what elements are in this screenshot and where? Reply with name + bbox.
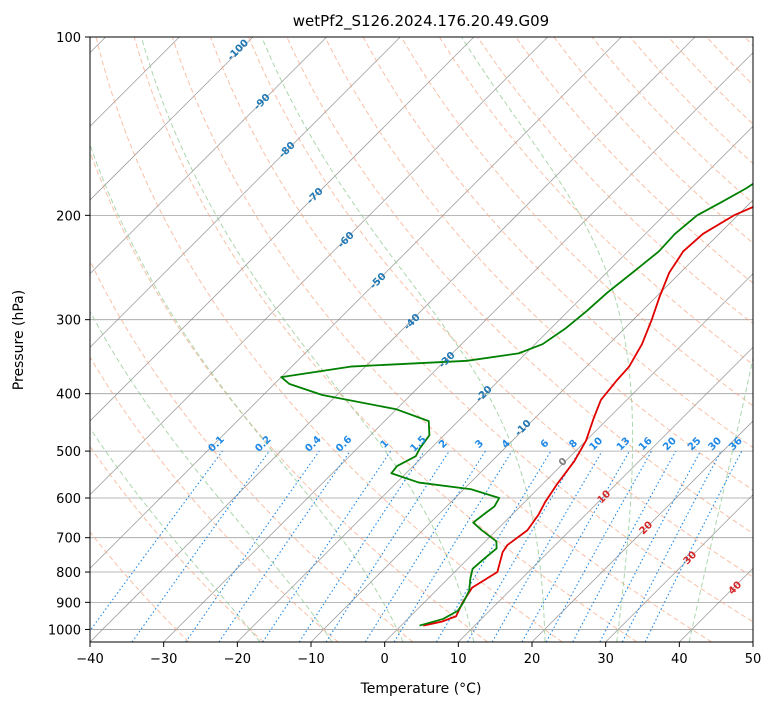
plot-area: 0.1 0.2 0.4 0.6 1 1.5 2 3 4 6 8 10 13 16 20 25 30 36-100-… (90, 37, 753, 642)
plot-frame (89, 36, 754, 643)
dry-adiabat-line (324, 37, 753, 491)
mixing-ratio-line (521, 450, 630, 642)
x-tick-label: −20 (224, 652, 251, 667)
x-tick-label: −30 (150, 652, 177, 667)
dry-adiabat-line (439, 37, 753, 366)
dewpoint-profile-line (280, 182, 753, 627)
mixing-ratio-line (325, 450, 450, 642)
isotherm-line (90, 37, 401, 348)
x-tick-label: 40 (671, 652, 688, 667)
isotherm-line (90, 37, 254, 201)
x-axis-ticks: −40 −30 −20 −10 0 10 20 30 40 50 (76, 642, 761, 667)
isotherm-line (90, 37, 475, 422)
isotherm-line (90, 37, 548, 496)
dry-adiabat-line (515, 37, 753, 284)
y-tick-label: 1000 (48, 623, 81, 638)
dry-adiabat-line (95, 37, 563, 642)
x-tick-label: 0 (381, 652, 389, 667)
mixing-ratio-line (262, 450, 392, 642)
moist-adiabat-line (90, 143, 404, 642)
x-tick-label: 20 (524, 652, 541, 667)
dry-adiabat-line (90, 531, 190, 642)
x-tick-label: 30 (597, 652, 614, 667)
mixing-ratio-line (545, 450, 653, 642)
x-tick-label: 50 (745, 652, 762, 667)
x-tick-label: 10 (450, 652, 467, 667)
x-axis-title: Temperature (°C) (360, 681, 482, 697)
dry-adiabat-line (400, 37, 753, 407)
dry-adiabat-line (90, 259, 414, 642)
pressure-gridlines (90, 37, 753, 630)
dry-adiabat-line (171, 37, 712, 642)
y-tick-label: 700 (56, 532, 81, 547)
y-tick-label: 900 (56, 596, 81, 611)
moist-adiabat-line (140, 37, 475, 642)
mixing-ratio-line (572, 450, 677, 642)
profile-series (280, 182, 753, 627)
chart-title: wetPf2_S126.2024.176.20.49.G09 (293, 12, 549, 31)
y-axis-title: Pressure (hPa) (11, 290, 27, 390)
isotherm-line (90, 37, 622, 569)
dry-adiabat-line (90, 445, 264, 642)
moist-adiabat-line (90, 310, 333, 642)
isotherm-line (458, 346, 753, 642)
dry-adiabat-line (90, 356, 339, 642)
y-tick-label: 300 (56, 314, 81, 329)
dry-adiabat-line (133, 37, 638, 642)
x-tick-label: −10 (297, 652, 324, 667)
mixing-ratio-line (90, 450, 223, 632)
dry-adiabat-lines (90, 37, 753, 642)
isotherm-lines (90, 37, 753, 642)
dry-adiabat-line (248, 37, 753, 578)
y-tick-label: 600 (56, 492, 81, 507)
y-tick-label: 800 (56, 566, 81, 581)
y-axis-ticks: 100 200 300 400 500 600 700 800 900 1000 (48, 31, 90, 638)
mixing-ratio-line (644, 450, 743, 642)
isotherm-line (163, 52, 753, 642)
mixing-ratio-line (131, 450, 270, 642)
x-tick-label: −40 (76, 652, 103, 667)
mixing-ratio-line (218, 450, 351, 642)
isotherm-line (237, 125, 753, 642)
y-tick-label: 400 (56, 388, 81, 403)
y-tick-label: 200 (56, 209, 81, 224)
moist-adiabat-line (688, 355, 753, 642)
dry-adiabat-line (90, 150, 488, 642)
mixing-ratio-line (298, 450, 425, 642)
isotherm-line (531, 420, 753, 642)
moist-adiabat-lines (90, 37, 753, 642)
isotherm-line (605, 494, 753, 642)
moist-adiabat-line (90, 427, 261, 642)
temperature-profile-line (423, 206, 753, 627)
isotherm-line (90, 37, 696, 642)
isotherm-line (90, 37, 327, 275)
y-tick-label: 100 (56, 31, 81, 46)
moist-adiabat-line (261, 37, 546, 642)
isotherm-line (384, 273, 753, 642)
dry-adiabat-line (210, 37, 753, 623)
y-tick-label: 500 (56, 445, 81, 460)
mixing-ratio-line (185, 450, 320, 642)
